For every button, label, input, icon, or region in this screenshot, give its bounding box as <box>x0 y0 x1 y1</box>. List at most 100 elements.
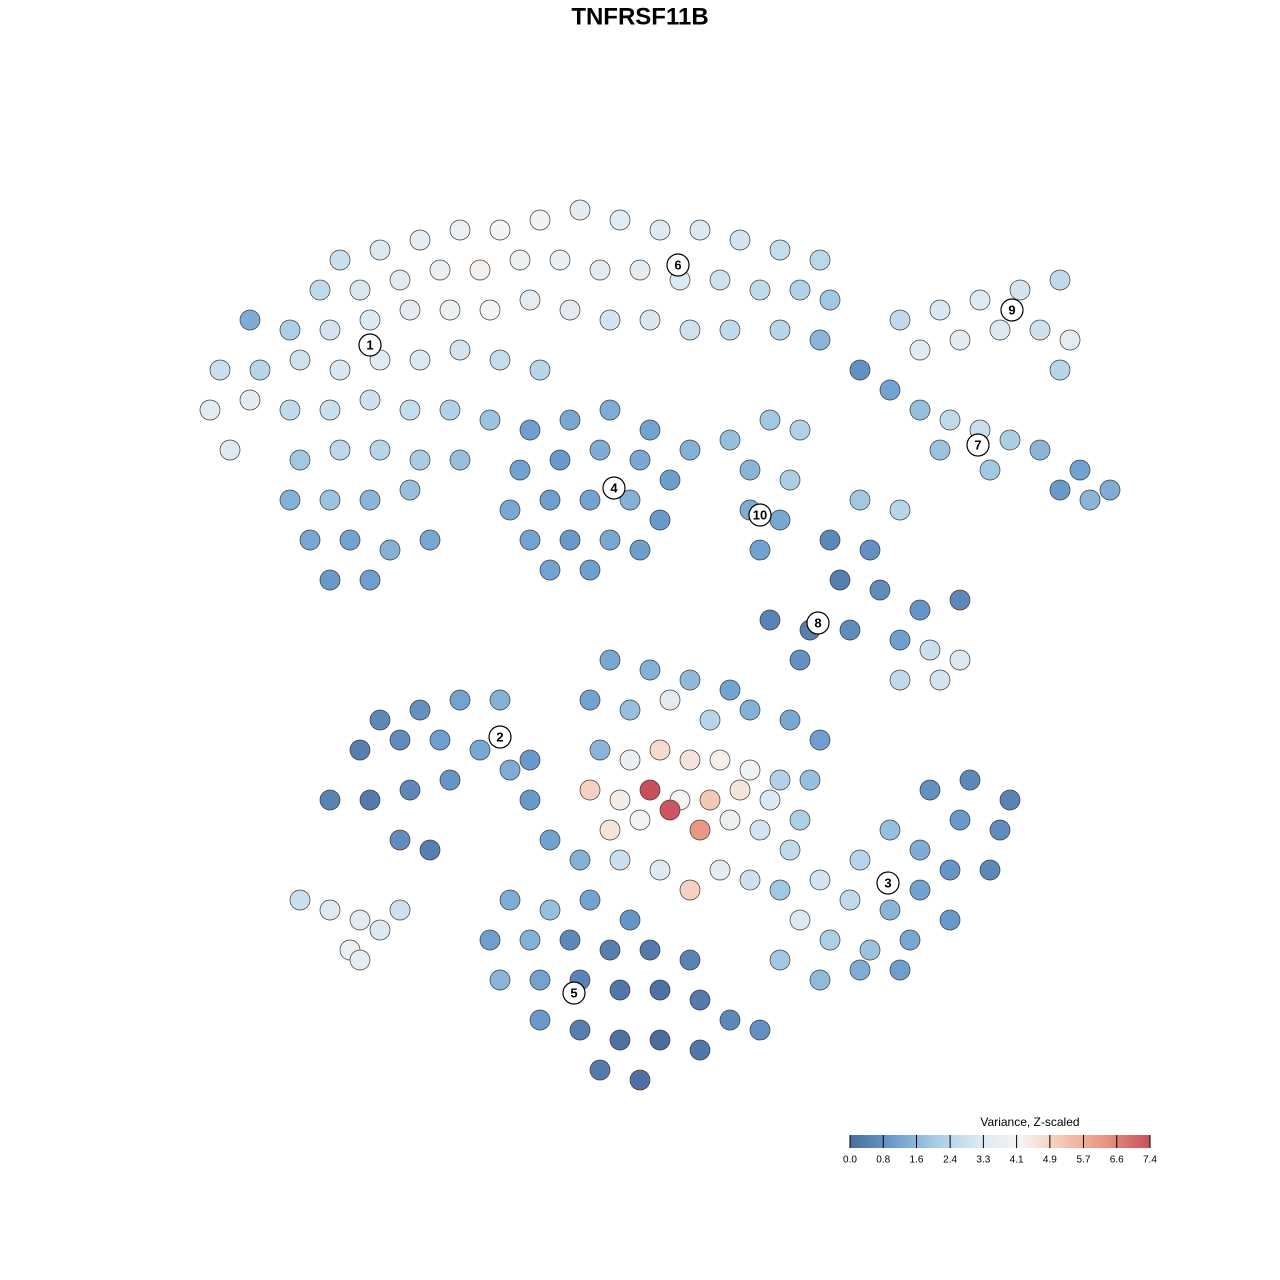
point <box>529 1009 551 1031</box>
point <box>319 319 341 341</box>
point <box>809 729 831 751</box>
point <box>879 379 901 401</box>
point <box>739 869 761 891</box>
point <box>559 929 581 951</box>
point <box>619 749 641 771</box>
point <box>849 959 871 981</box>
point <box>889 499 911 521</box>
point <box>239 389 261 411</box>
point <box>749 539 771 561</box>
point <box>849 359 871 381</box>
colorbar-ticks: 0.0 0.8 1.6 2.4 3.3 4.1 4.9 5.7 6.6 7.4 <box>843 1135 1157 1166</box>
point <box>519 289 541 311</box>
point <box>829 569 851 591</box>
point <box>409 699 431 721</box>
point <box>599 399 621 421</box>
point <box>479 299 501 321</box>
point <box>909 839 931 861</box>
point <box>579 559 601 581</box>
point <box>559 529 581 551</box>
point <box>539 899 561 921</box>
point <box>629 1069 651 1091</box>
cluster-marker <box>562 981 586 1005</box>
point <box>749 819 771 841</box>
point <box>709 269 731 291</box>
point <box>649 859 671 881</box>
point <box>319 899 341 921</box>
point <box>729 779 751 801</box>
point <box>439 299 461 321</box>
point <box>499 759 521 781</box>
point <box>909 879 931 901</box>
point <box>349 949 371 971</box>
point <box>939 859 961 881</box>
point <box>609 849 631 871</box>
point <box>719 809 741 831</box>
point <box>619 489 641 511</box>
point <box>289 449 311 471</box>
point <box>739 699 761 721</box>
point <box>379 539 401 561</box>
cluster-label: 5 <box>570 985 577 1000</box>
colorbar-tick-label: 0.0 <box>843 1155 857 1166</box>
cluster-label: 8 <box>814 615 821 630</box>
point <box>689 219 711 241</box>
point <box>1029 319 1051 341</box>
point <box>759 789 781 811</box>
point <box>279 489 301 511</box>
point <box>789 909 811 931</box>
colorbar-tick-label: 0.8 <box>876 1155 890 1166</box>
point <box>579 889 601 911</box>
point <box>399 399 421 421</box>
cluster-label: 10 <box>753 507 767 522</box>
point <box>549 249 571 271</box>
point <box>209 359 231 381</box>
point <box>369 439 391 461</box>
point <box>799 769 821 791</box>
point <box>569 199 591 221</box>
colorbar-tick-label: 4.1 <box>1010 1155 1024 1166</box>
point <box>999 429 1021 451</box>
point <box>769 949 791 971</box>
point <box>399 779 421 801</box>
point <box>479 409 501 431</box>
point <box>889 629 911 651</box>
point <box>339 529 361 551</box>
point <box>359 309 381 331</box>
point <box>859 939 881 961</box>
point <box>569 1019 591 1041</box>
cluster-marker <box>748 503 772 527</box>
point <box>489 969 511 991</box>
cluster-marker <box>666 253 690 277</box>
point <box>409 229 431 251</box>
point <box>939 409 961 431</box>
cluster-label: 6 <box>674 257 681 272</box>
point <box>989 819 1011 841</box>
point <box>449 689 471 711</box>
cluster-marker <box>358 333 382 357</box>
point <box>689 819 711 841</box>
point <box>529 969 551 991</box>
point <box>769 319 791 341</box>
point <box>659 799 681 821</box>
point <box>789 419 811 441</box>
point <box>299 529 321 551</box>
point <box>679 949 701 971</box>
point <box>249 359 271 381</box>
point <box>639 419 661 441</box>
point <box>779 709 801 731</box>
point <box>769 879 791 901</box>
point <box>929 669 951 691</box>
point <box>789 809 811 831</box>
point <box>729 229 751 251</box>
point <box>449 219 471 241</box>
point <box>629 259 651 281</box>
point <box>839 889 861 911</box>
point <box>659 469 681 491</box>
point <box>629 809 651 831</box>
point <box>649 979 671 1001</box>
point <box>389 269 411 291</box>
point <box>1079 489 1101 511</box>
point <box>849 849 871 871</box>
point <box>409 349 431 371</box>
